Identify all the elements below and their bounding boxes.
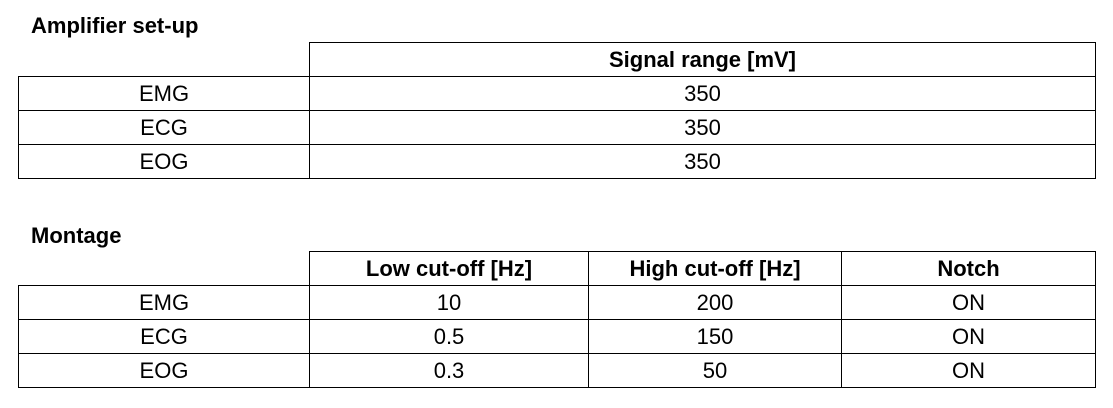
montage-table: Low cut-off [Hz] High cut-off [Hz] Notch…	[18, 251, 1096, 388]
notch-value: ON	[841, 285, 1096, 320]
amplifier-setup-title: Amplifier set-up	[31, 13, 199, 38]
table-header-row: Low cut-off [Hz] High cut-off [Hz] Notch	[18, 251, 1096, 286]
signal-range-value: 350	[309, 76, 1096, 111]
notch-header: Notch	[841, 251, 1096, 286]
high-cutoff-value: 150	[588, 319, 842, 354]
row-label: ECG	[18, 319, 310, 354]
table-row: ECG 0.5 150 ON	[18, 319, 1096, 354]
low-cutoff-value: 0.3	[309, 353, 589, 388]
table-row: EMG 350	[18, 76, 1096, 111]
low-cutoff-header: Low cut-off [Hz]	[309, 251, 589, 286]
amplifier-setup-table: Signal range [mV] EMG 350 ECG 350 EOG 35…	[18, 42, 1096, 179]
high-cutoff-value: 200	[588, 285, 842, 320]
row-label: ECG	[18, 110, 310, 145]
row-label: EOG	[18, 353, 310, 388]
row-label: EOG	[18, 144, 310, 179]
table-row: EOG 0.3 50 ON	[18, 353, 1096, 388]
montage-title: Montage	[31, 223, 122, 248]
table-row: EOG 350	[18, 144, 1096, 179]
header-blank-cell	[18, 42, 310, 77]
row-label: EMG	[18, 285, 310, 320]
header-blank-cell	[18, 251, 310, 286]
high-cutoff-header: High cut-off [Hz]	[588, 251, 842, 286]
signal-range-value: 350	[309, 110, 1096, 145]
table-row: ECG 350	[18, 110, 1096, 145]
table-header-row: Signal range [mV]	[18, 42, 1096, 77]
notch-value: ON	[841, 319, 1096, 354]
table-row: EMG 10 200 ON	[18, 285, 1096, 320]
low-cutoff-value: 0.5	[309, 319, 589, 354]
high-cutoff-value: 50	[588, 353, 842, 388]
low-cutoff-value: 10	[309, 285, 589, 320]
signal-range-value: 350	[309, 144, 1096, 179]
signal-range-header: Signal range [mV]	[309, 42, 1096, 77]
notch-value: ON	[841, 353, 1096, 388]
row-label: EMG	[18, 76, 310, 111]
